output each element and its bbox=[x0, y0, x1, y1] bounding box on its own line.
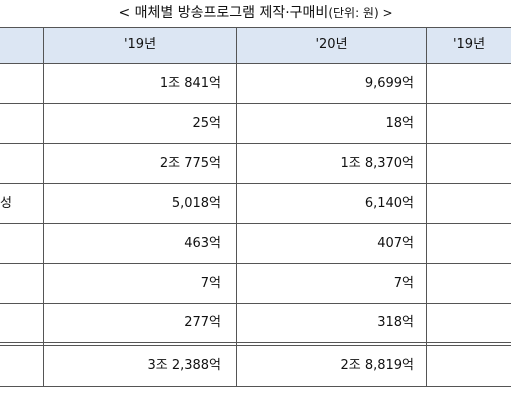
row-divider bbox=[0, 263, 511, 264]
column-divider bbox=[236, 27, 237, 386]
row-label bbox=[0, 303, 42, 343]
column-divider bbox=[426, 27, 427, 386]
row-divider bbox=[0, 183, 511, 184]
row-divider bbox=[0, 143, 511, 144]
total-divider-upper bbox=[0, 342, 511, 343]
row-divider bbox=[0, 303, 511, 304]
table-top-border bbox=[0, 27, 511, 28]
table-title: < 매체별 방송프로그램 제작·구매비(단위: 원) > bbox=[0, 2, 511, 24]
row-label bbox=[0, 64, 42, 104]
row-label bbox=[0, 224, 42, 264]
table-bottom-border bbox=[0, 386, 511, 387]
cell-2020: 1조 8,370억 bbox=[340, 156, 414, 171]
cell-2019: 25억 bbox=[192, 116, 221, 131]
row-divider bbox=[0, 223, 511, 224]
row-label bbox=[0, 264, 42, 304]
table-title-unit: (단위: 원) > bbox=[328, 6, 393, 20]
header-bottom-border bbox=[0, 63, 511, 64]
row-divider bbox=[0, 103, 511, 104]
row-label bbox=[0, 104, 42, 144]
cell-2020: 407억 bbox=[377, 236, 414, 251]
total-cell-2019: 3조 2,388억 bbox=[147, 358, 221, 373]
total-divider-lower bbox=[0, 345, 511, 346]
cell-2020: 9,699억 bbox=[364, 76, 414, 91]
column-header-2019: '19년 bbox=[123, 37, 157, 52]
cell-2019: 1조 841억 bbox=[159, 76, 221, 91]
cell-2020: 318억 bbox=[377, 315, 414, 330]
cell-2019: 463억 bbox=[184, 236, 221, 251]
total-cell-2020: 2조 8,819억 bbox=[340, 358, 414, 373]
cell-2020: 18억 bbox=[385, 116, 414, 131]
cell-2019: 5,018억 bbox=[171, 196, 221, 211]
row-label: 성 bbox=[0, 196, 12, 211]
column-divider bbox=[43, 27, 44, 386]
column-header-2020: '20년 bbox=[315, 37, 348, 52]
column-header-2019-second: '19년 bbox=[452, 37, 486, 52]
cell-2020: 7억 bbox=[393, 276, 414, 291]
table-header bbox=[0, 27, 511, 63]
cell-2020: 6,140억 bbox=[364, 196, 414, 211]
table-title-main: < 매체별 방송프로그램 제작·구매비 bbox=[118, 5, 329, 21]
cell-2019: 7억 bbox=[200, 276, 221, 291]
row-label bbox=[0, 144, 42, 184]
cell-2019: 277억 bbox=[184, 315, 221, 330]
cell-2019: 2조 775억 bbox=[159, 156, 221, 171]
